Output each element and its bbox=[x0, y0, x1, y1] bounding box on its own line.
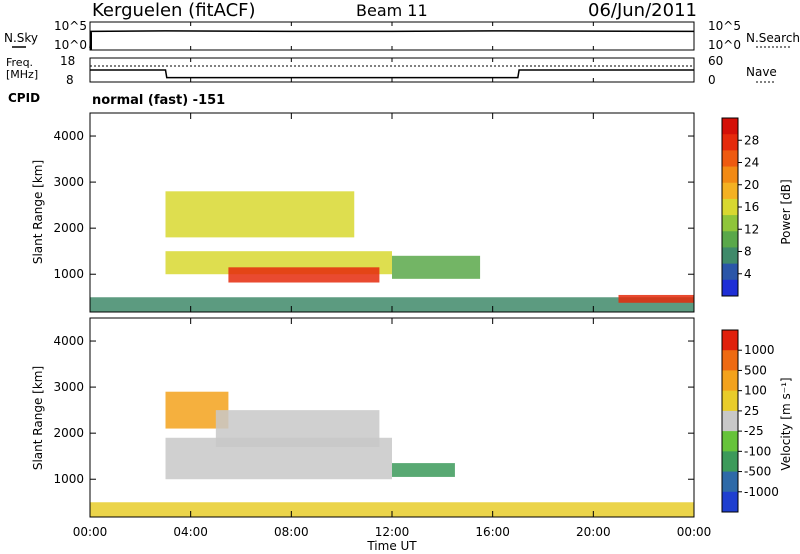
power-data bbox=[90, 191, 694, 312]
nave-top-tick: 60 bbox=[708, 54, 723, 68]
freq-unit-label: [MHz] bbox=[6, 68, 38, 81]
frequency-line bbox=[90, 69, 694, 79]
cpid-label: CPID bbox=[8, 91, 40, 105]
range-tick-0: 1000 bbox=[53, 472, 84, 486]
colorbar-swatch-5 bbox=[722, 431, 738, 452]
power-colorbar-label: Power [dB] bbox=[779, 179, 793, 244]
colorbar-tick-0: -1000 bbox=[744, 485, 779, 499]
range-tick-3: 4000 bbox=[53, 129, 84, 143]
nave-bottom-tick: 0 bbox=[708, 73, 716, 87]
date-title: 06/Jun/2011 bbox=[588, 0, 697, 21]
noise-panel: N.Sky 10^5 10^0 10^5 10^0 N.Search bbox=[4, 19, 800, 52]
colorbar-swatch-8 bbox=[722, 491, 738, 513]
colorbar-tick-5: 24 bbox=[744, 156, 759, 170]
nave-label: Nave bbox=[746, 65, 777, 79]
range-tick-1: 2000 bbox=[53, 426, 84, 440]
colorbar-swatch-5 bbox=[722, 198, 738, 216]
colorbar-swatch-3 bbox=[722, 166, 738, 184]
velocity-ylabel: Slant Range [km] bbox=[31, 366, 45, 470]
scatter-region-4 bbox=[392, 463, 455, 477]
time-tick-1: 04:00 bbox=[173, 525, 208, 539]
colorbar-tick-2: 12 bbox=[744, 222, 759, 236]
noise-bottom-tick: 10^0 bbox=[54, 38, 87, 52]
velocity-colorbar: -1000 -500 -100 -25 25 100 500 1000 bbox=[721, 329, 779, 513]
power-panel: 1000 2000 3000 4000 Slant Range [km] bbox=[31, 112, 695, 313]
colorbar-tick-1: -500 bbox=[744, 465, 771, 479]
colorbar-tick-4: 20 bbox=[744, 178, 759, 192]
range-tick-1: 2000 bbox=[53, 221, 84, 235]
colorbar-swatch-0 bbox=[722, 330, 738, 351]
noise-right-top-tick: 10^5 bbox=[708, 19, 741, 33]
n-sky-line bbox=[89, 30, 695, 49]
scatter-region-4 bbox=[618, 294, 694, 303]
colorbar-swatch-4 bbox=[722, 410, 738, 432]
colorbar-tick-7: 1000 bbox=[744, 343, 775, 357]
power-ylabel: Slant Range [km] bbox=[31, 160, 45, 264]
colorbar-swatch-2 bbox=[722, 150, 738, 168]
colorbar-tick-6: 500 bbox=[744, 363, 767, 377]
cpid-value: normal (fast) -151 bbox=[92, 93, 225, 108]
range-tick-3: 4000 bbox=[53, 334, 84, 348]
scatter-region-3 bbox=[90, 502, 694, 517]
noise-right-bottom-tick: 10^0 bbox=[708, 38, 741, 52]
colorbar-swatch-9 bbox=[722, 263, 738, 281]
colorbar-tick-2: -100 bbox=[744, 444, 771, 458]
n-search-label: N.Search bbox=[746, 31, 800, 45]
colorbar-tick-1: 8 bbox=[744, 245, 752, 259]
colorbar-tick-3: 16 bbox=[744, 200, 759, 214]
colorbar-swatch-4 bbox=[722, 182, 738, 200]
time-tick-6: 00:00 bbox=[677, 525, 712, 539]
beam-title: Beam 11 bbox=[356, 1, 428, 20]
time-tick-0: 00:00 bbox=[73, 525, 108, 539]
range-tick-0: 1000 bbox=[53, 267, 84, 281]
time-tick-4: 16:00 bbox=[475, 525, 510, 539]
range-tick-2: 3000 bbox=[53, 175, 84, 189]
scatter-region-3 bbox=[90, 297, 694, 312]
colorbar-tick-3: -25 bbox=[744, 424, 764, 438]
colorbar-swatch-3 bbox=[722, 390, 738, 412]
time-axis: 00:00 04:00 08:00 12:00 16:00 20:00 00:00 bbox=[73, 22, 712, 539]
colorbar-tick-6: 28 bbox=[744, 133, 759, 147]
noise-top-tick: 10^5 bbox=[54, 19, 87, 33]
scatter-region-5 bbox=[392, 255, 481, 279]
colorbar-tick-5: 100 bbox=[744, 384, 767, 398]
power-colorbar: 4 8 12 16 20 24 28 bbox=[721, 117, 759, 297]
colorbar-tick-0: 4 bbox=[744, 267, 752, 281]
colorbar-swatch-10 bbox=[722, 279, 738, 297]
station-title: Kerguelen (fitACF) bbox=[92, 0, 256, 21]
colorbar-swatch-7 bbox=[722, 471, 738, 493]
colorbar-swatch-6 bbox=[722, 215, 738, 232]
frequency-panel: Freq. [MHz] 18 8 60 0 Nave bbox=[6, 54, 777, 87]
scatter-region-2 bbox=[165, 191, 355, 238]
colorbar-tick-4: 25 bbox=[744, 404, 759, 418]
colorbar-swatch-6 bbox=[722, 451, 738, 473]
range-tick-2: 3000 bbox=[53, 380, 84, 394]
colorbar-swatch-1 bbox=[722, 350, 738, 371]
n-sky-label: N.Sky bbox=[4, 31, 38, 45]
velocity-panel: 1000 2000 3000 4000 Slant Range [km] bbox=[31, 317, 695, 518]
velocity-data bbox=[90, 391, 694, 517]
freq-label: Freq. bbox=[6, 56, 33, 69]
scatter-region-1 bbox=[228, 267, 380, 283]
freq-bottom-tick: 8 bbox=[66, 73, 74, 87]
colorbar-swatch-1 bbox=[722, 134, 738, 151]
time-tick-5: 20:00 bbox=[576, 525, 611, 539]
colorbar-swatch-2 bbox=[722, 370, 738, 392]
velocity-colorbar-label: Velocity [m s⁻¹] bbox=[779, 377, 793, 470]
scatter-region-2 bbox=[215, 410, 380, 447]
time-xlabel: Time UT bbox=[366, 539, 417, 553]
time-tick-2: 08:00 bbox=[274, 525, 309, 539]
colorbar-swatch-7 bbox=[722, 231, 738, 248]
colorbar-swatch-8 bbox=[722, 247, 738, 265]
freq-top-tick: 18 bbox=[60, 54, 75, 68]
colorbar-swatch-0 bbox=[722, 118, 738, 135]
time-tick-3: 12:00 bbox=[375, 525, 410, 539]
